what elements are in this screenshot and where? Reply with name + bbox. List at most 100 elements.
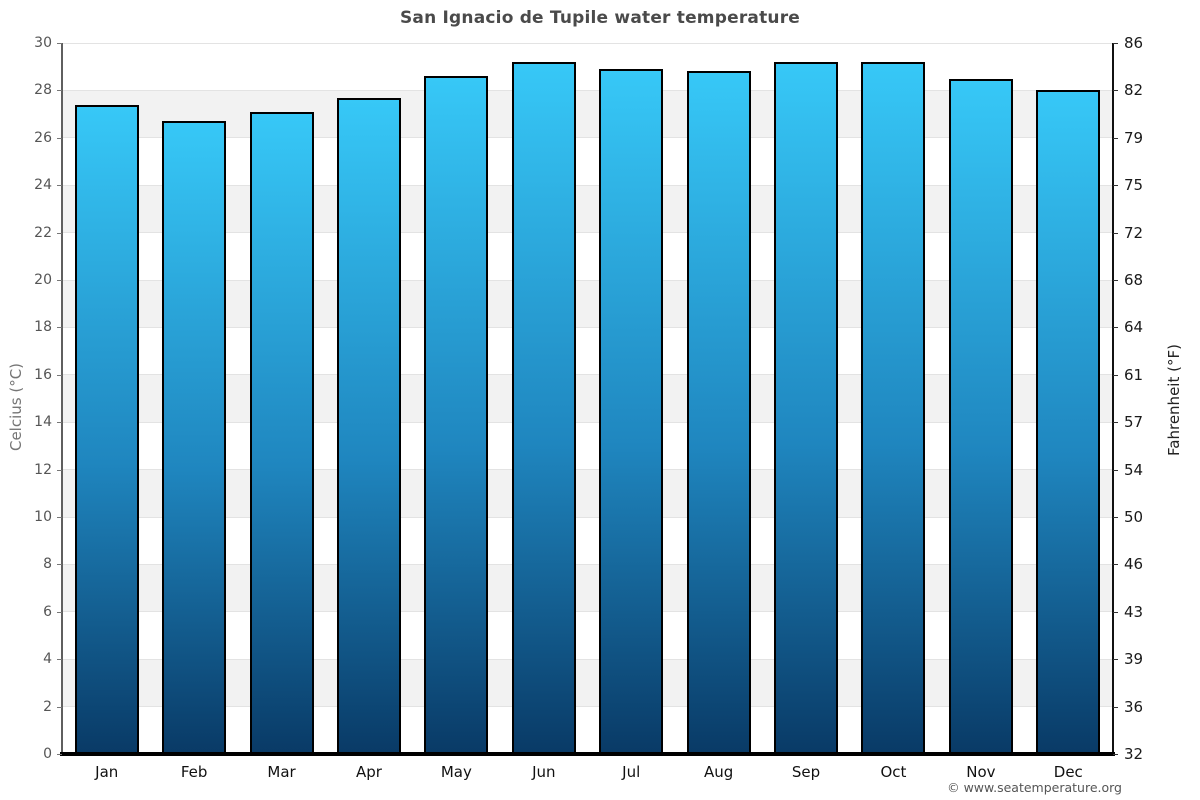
celsius-tick-mark bbox=[57, 327, 62, 329]
celsius-tick-mark bbox=[57, 754, 62, 755]
celsius-tick-label: 30 bbox=[34, 35, 52, 51]
bar-oct bbox=[861, 61, 926, 754]
fahrenheit-tick-mark bbox=[1113, 374, 1118, 376]
bar-feb bbox=[162, 121, 227, 754]
fahrenheit-tick-label: 46 bbox=[1124, 555, 1144, 574]
celsius-tick-mark bbox=[57, 564, 62, 566]
celsius-tick-label: 24 bbox=[34, 177, 52, 194]
grid-band bbox=[63, 232, 1112, 280]
fahrenheit-tick-label: 43 bbox=[1124, 602, 1144, 621]
celsius-tick-label: 14 bbox=[34, 414, 52, 431]
bar-nov bbox=[948, 78, 1013, 754]
celsius-tick-mark bbox=[57, 659, 62, 661]
fahrenheit-axis-title: Fahrenheit (°F) bbox=[1165, 344, 1183, 456]
celsius-tick-label: 26 bbox=[34, 129, 52, 146]
fahrenheit-tick-mark bbox=[1113, 611, 1118, 613]
fahrenheit-tick-label: 86 bbox=[1124, 34, 1144, 52]
grid-band bbox=[63, 327, 1112, 375]
fahrenheit-tick-label: 39 bbox=[1124, 650, 1144, 669]
left-axis-line bbox=[61, 43, 63, 755]
bar-may bbox=[424, 76, 489, 754]
gridline bbox=[63, 42, 1112, 44]
grid-band bbox=[63, 564, 1112, 612]
celsius-tick-mark bbox=[57, 137, 62, 139]
month-label-jan: Jan bbox=[95, 763, 119, 781]
month-label-jul: Jul bbox=[622, 763, 641, 781]
fahrenheit-tick-mark bbox=[1113, 754, 1118, 755]
celsius-tick-label: 6 bbox=[43, 603, 52, 620]
celsius-tick-label: 12 bbox=[34, 461, 52, 478]
fahrenheit-tick-mark bbox=[1113, 280, 1118, 281]
fahrenheit-tick-label: 72 bbox=[1124, 223, 1144, 242]
grid-band bbox=[63, 43, 1112, 91]
gridline bbox=[63, 279, 1112, 281]
fahrenheit-tick-label: 75 bbox=[1124, 176, 1144, 195]
fahrenheit-tick-label: 57 bbox=[1124, 413, 1144, 432]
month-label-mar: Mar bbox=[267, 763, 296, 781]
grid-band bbox=[63, 137, 1112, 186]
celsius-tick-label: 10 bbox=[34, 509, 52, 525]
fahrenheit-tick-label: 82 bbox=[1124, 81, 1144, 100]
celsius-tick-label: 22 bbox=[34, 224, 52, 241]
celsius-tick-mark bbox=[57, 422, 62, 424]
grid-band bbox=[63, 422, 1112, 470]
celsius-tick-mark bbox=[57, 280, 62, 281]
month-label-jun: Jun bbox=[532, 763, 556, 781]
fahrenheit-tick-label: 54 bbox=[1124, 460, 1144, 479]
grid-band bbox=[63, 185, 1112, 233]
bar-sep bbox=[774, 61, 839, 754]
fahrenheit-tick-mark bbox=[1113, 137, 1118, 139]
month-label-oct: Oct bbox=[880, 763, 907, 781]
bar-mar bbox=[249, 111, 314, 754]
celsius-tick-mark bbox=[57, 185, 62, 187]
grid-band bbox=[63, 706, 1112, 754]
celsius-tick-label: 8 bbox=[43, 556, 52, 573]
copyright-text: © www.seatemperature.org bbox=[947, 780, 1122, 795]
gridline bbox=[63, 326, 1112, 328]
celsius-tick-label: 20 bbox=[34, 272, 52, 288]
fahrenheit-tick-mark bbox=[1113, 517, 1118, 518]
celsius-tick-label: 16 bbox=[34, 366, 52, 383]
gridline bbox=[63, 421, 1112, 423]
gridline bbox=[63, 563, 1112, 565]
grid-band bbox=[63, 659, 1112, 707]
celsius-tick-label: 4 bbox=[43, 651, 52, 668]
month-label-apr: Apr bbox=[355, 763, 382, 781]
fahrenheit-tick-mark bbox=[1113, 327, 1118, 329]
celsius-tick-mark bbox=[57, 43, 62, 44]
fahrenheit-tick-label: 50 bbox=[1124, 508, 1144, 526]
month-label-sep: Sep bbox=[791, 763, 821, 781]
plot-area bbox=[63, 42, 1112, 755]
right-axis-line bbox=[1112, 43, 1114, 755]
gridline bbox=[63, 374, 1112, 376]
bar-jun bbox=[511, 61, 576, 754]
month-label-may: May bbox=[440, 763, 472, 781]
bar-jan bbox=[74, 104, 139, 754]
bar-apr bbox=[336, 97, 401, 754]
celsius-tick-mark bbox=[57, 517, 62, 518]
grid-band bbox=[63, 469, 1112, 517]
gridline bbox=[63, 232, 1112, 234]
gridline bbox=[63, 611, 1112, 613]
bar-jul bbox=[599, 69, 664, 754]
gridline bbox=[63, 706, 1112, 708]
fahrenheit-tick-label: 36 bbox=[1124, 697, 1144, 716]
bar-aug bbox=[686, 71, 751, 754]
grid-band bbox=[63, 517, 1112, 565]
fahrenheit-tick-mark bbox=[1113, 422, 1118, 424]
month-label-feb: Feb bbox=[180, 763, 208, 781]
grid-band bbox=[63, 90, 1112, 138]
fahrenheit-tick-label: 79 bbox=[1124, 128, 1144, 147]
grid-band bbox=[63, 280, 1112, 328]
gridline bbox=[63, 89, 1112, 91]
fahrenheit-tick-mark bbox=[1113, 659, 1118, 661]
grid-band bbox=[63, 374, 1112, 423]
celsius-tick-mark bbox=[57, 90, 62, 92]
celsius-tick-label: 28 bbox=[34, 82, 52, 99]
fahrenheit-tick-mark bbox=[1113, 185, 1118, 187]
celsius-tick-label: 2 bbox=[43, 698, 52, 715]
celsius-tick-label: 18 bbox=[34, 319, 52, 336]
fahrenheit-tick-label: 68 bbox=[1124, 271, 1144, 289]
celsius-tick-mark bbox=[57, 706, 62, 708]
